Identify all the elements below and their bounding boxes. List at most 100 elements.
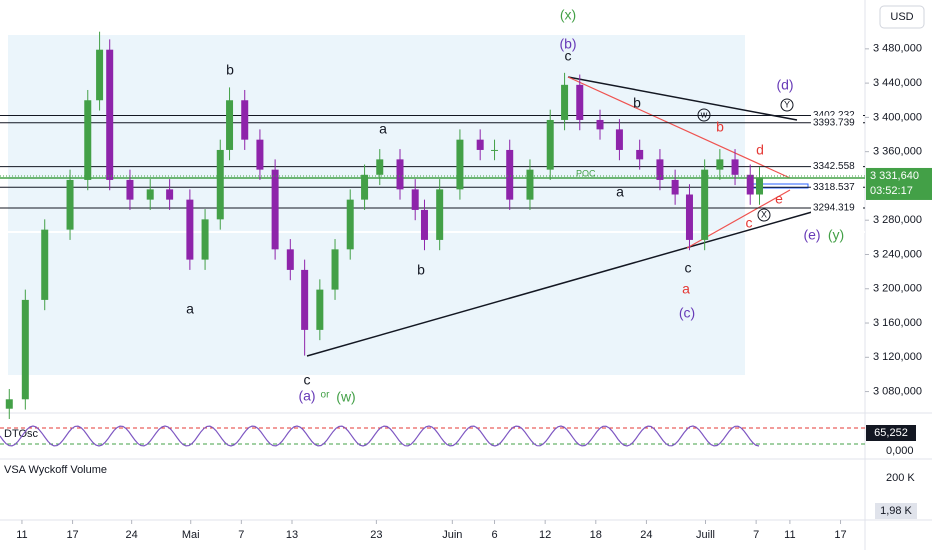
annotation-circle: [697, 108, 711, 122]
level-label-bg: [811, 159, 863, 174]
wave-label: X: [761, 209, 767, 219]
candle-body: [491, 149, 499, 151]
candle-body: [506, 149, 514, 200]
candle-body: [41, 229, 49, 300]
x-tick-label: 12: [539, 529, 551, 541]
candle-body: [456, 139, 464, 190]
wave-label: (a): [298, 388, 315, 404]
y-tick-label: 3 080,000: [873, 385, 922, 397]
candle-body: [301, 269, 309, 330]
wave-label: Y: [784, 99, 790, 109]
osc-zero: 0,000: [886, 445, 914, 457]
wave-label: c: [565, 48, 572, 64]
x-tick-label: Juill: [696, 529, 715, 541]
x-tick-label: 18: [590, 529, 602, 541]
x-tick-label: 6: [491, 529, 497, 541]
x-tick-label: Juin: [442, 529, 462, 541]
candle-body: [396, 159, 404, 190]
x-tick-label: 11: [16, 529, 27, 541]
wave-label: c: [685, 260, 692, 276]
candle-body: [226, 100, 234, 150]
candle-body: [84, 100, 92, 180]
candle-body: [21, 299, 29, 400]
price-badge: [866, 167, 932, 200]
currency-button[interactable]: [879, 5, 925, 29]
wave-label: a: [616, 184, 624, 200]
osc-value-badge: [866, 425, 916, 441]
wave-label: or: [321, 390, 331, 401]
level-label-bg: [811, 180, 863, 195]
candle-body: [685, 194, 693, 240]
candle-body: [476, 139, 484, 150]
candle-body: [286, 249, 294, 270]
osc-value: 65,252: [874, 427, 908, 439]
candle-body: [66, 179, 74, 230]
candle-body: [615, 129, 623, 150]
x-tick-label: 7: [753, 529, 759, 541]
x-tick-label: 23: [370, 529, 382, 541]
candle-body: [671, 179, 679, 195]
y-tick-label: 3 440,000: [873, 77, 922, 89]
x-tick-label: 24: [126, 529, 138, 541]
poc-label: POC: [576, 168, 596, 178]
wave-label: b: [417, 262, 425, 278]
level-label: 3318.537: [813, 182, 855, 193]
candle-body: [106, 49, 114, 180]
candle-body: [186, 199, 194, 260]
candle-body: [216, 149, 224, 220]
wave-label: b: [226, 62, 234, 78]
x-tick-label: Mai: [182, 529, 200, 541]
y-tick-label: 3 280,000: [873, 214, 922, 226]
level-label: 3402.232: [813, 110, 855, 121]
volume-badge: [875, 503, 917, 519]
wave-label: a: [682, 281, 690, 297]
level-label-bg: [811, 115, 863, 130]
annotation-circle: [757, 208, 771, 222]
x-tick-label: 17: [834, 529, 846, 541]
candle-body: [146, 189, 154, 200]
candle-body: [546, 119, 554, 170]
x-tick-label: 17: [66, 529, 78, 541]
candle-body: [96, 49, 104, 101]
candle-body: [636, 149, 644, 160]
level-label: 3294.319: [813, 203, 855, 214]
wave-label: a: [379, 121, 387, 137]
x-tick-label: 24: [640, 529, 652, 541]
candle-body: [756, 177, 764, 195]
candle-body: [166, 189, 174, 200]
candle-body: [331, 249, 339, 290]
wave-label: c: [304, 372, 311, 388]
candle-body: [411, 189, 419, 210]
x-tick-label: 11: [784, 529, 795, 541]
wave-label: b: [716, 119, 724, 135]
wave-label: b: [633, 95, 641, 111]
wave-label: (c): [679, 305, 695, 321]
wave-label: w: [700, 109, 708, 119]
trendlines: [0, 76, 865, 357]
candle-body: [361, 174, 369, 200]
wave-label: e: [775, 191, 783, 207]
level-label: 3393.739: [813, 117, 855, 128]
trendline: [567, 76, 791, 179]
level-label: 3342.558: [813, 161, 855, 172]
y-tick-label: 3 360,000: [873, 146, 922, 158]
candle-body: [716, 159, 724, 170]
countdown: 03:52:17: [870, 185, 913, 197]
trendline: [306, 211, 813, 357]
candle-body: [561, 84, 569, 120]
wave-label: (x): [560, 7, 576, 23]
candle-body: [526, 169, 534, 200]
y-tick-label: 3 200,000: [873, 283, 922, 295]
candle-body: [316, 289, 324, 330]
wave-label: d: [756, 142, 764, 158]
candle-body: [5, 399, 13, 409]
osc-label: DTOsc: [4, 428, 39, 440]
candle-body: [731, 159, 739, 175]
wave-label: (e): [803, 227, 820, 243]
candle-body: [420, 209, 428, 240]
wave-label: c: [746, 215, 753, 231]
candle-body: [256, 139, 264, 170]
candle-body: [126, 179, 134, 200]
candle-body: [436, 189, 444, 240]
